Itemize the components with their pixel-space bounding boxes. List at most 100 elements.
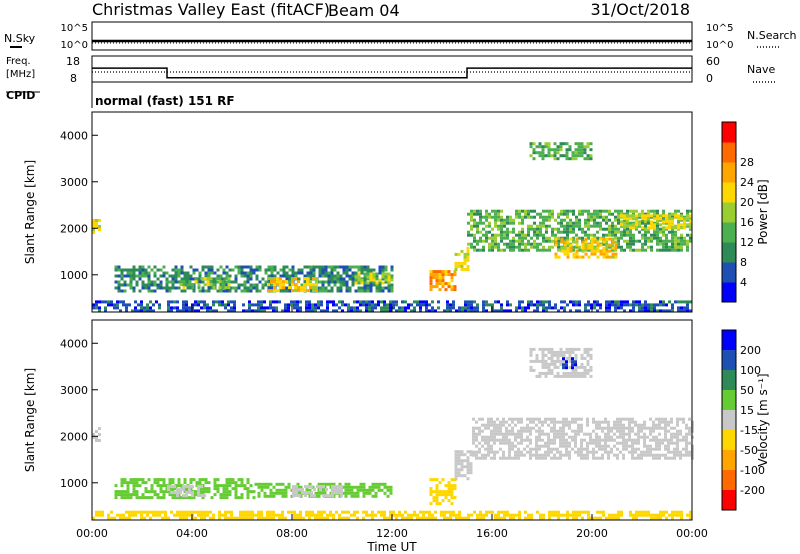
- heatmap-cell: [571, 360, 574, 364]
- heatmap-cell: [502, 450, 505, 454]
- heatmap-cell: [473, 212, 476, 216]
- heatmap-cell: [497, 513, 500, 517]
- heatmap-cell: [191, 494, 194, 498]
- heatmap-cell: [656, 224, 659, 228]
- heatmap-cell: [155, 300, 158, 304]
- heatmap-cell: [512, 236, 515, 240]
- heatmap-cell: [144, 496, 148, 500]
- heatmap-cell: [635, 248, 638, 252]
- heatmap-cell: [384, 268, 388, 272]
- heatmap-cell: [246, 481, 250, 485]
- heatmap-cell: [478, 441, 481, 445]
- heatmap-cell: [275, 488, 279, 492]
- heatmap-cell: [310, 485, 313, 489]
- heatmap-cell: [470, 303, 473, 307]
- heatmap-cell: [644, 217, 647, 221]
- heatmap-cell: [473, 233, 476, 237]
- heatmap-cell: [649, 432, 652, 436]
- heatmap-cell: [249, 490, 253, 494]
- heatmap-cell: [327, 271, 331, 275]
- heatmap-cell: [673, 441, 676, 445]
- heatmap-cell: [523, 438, 526, 442]
- heatmap-cell: [230, 309, 233, 313]
- heatmap-cell: [215, 309, 218, 313]
- heatmap-cell: [602, 242, 605, 246]
- heatmap-cell: [647, 212, 650, 216]
- heatmap-cell: [626, 224, 629, 228]
- heatmap-cell: [475, 420, 478, 424]
- heatmap-cell: [210, 265, 214, 269]
- heatmap-cell: [481, 429, 484, 433]
- heatmap-cell: [390, 275, 394, 279]
- heatmap-cell: [258, 289, 262, 293]
- heatmap-cell: [644, 214, 647, 218]
- heatmap-cell: [243, 280, 247, 284]
- heatmap-cell: [674, 513, 677, 517]
- heatmap-cell: [560, 212, 563, 216]
- heatmap-cell: [237, 271, 241, 275]
- heatmap-cell: [179, 516, 182, 520]
- heatmap-cell: [245, 510, 248, 514]
- heatmap-cell: [568, 423, 571, 427]
- heatmap-cell: [318, 271, 322, 275]
- heatmap-cell: [362, 482, 366, 486]
- heatmap-cell: [614, 246, 618, 250]
- heatmap-cell: [165, 280, 169, 284]
- heatmap-cell: [511, 447, 514, 451]
- heatmap-cell: [638, 248, 641, 252]
- heatmap-cell: [547, 435, 550, 439]
- heatmap-cell: [472, 435, 475, 439]
- heatmap-cell: [92, 433, 95, 436]
- heatmap-cell: [565, 356, 569, 360]
- heatmap-cell: [641, 212, 644, 216]
- heatmap-cell: [610, 438, 613, 442]
- heatmap-cell: [282, 268, 286, 272]
- heatmap-cell: [203, 510, 206, 514]
- heatmap-cell: [203, 494, 206, 498]
- heatmap-cell: [598, 435, 601, 439]
- heatmap-cell: [454, 252, 458, 256]
- heatmap-cell: [243, 274, 247, 278]
- heatmap-cell: [557, 236, 560, 240]
- heatmap-cell: [469, 471, 473, 475]
- heatmap-cell: [454, 261, 458, 265]
- heatmap-cell: [177, 274, 181, 278]
- heatmap-cell: [503, 230, 506, 234]
- heatmap-cell: [147, 283, 151, 287]
- heatmap-cell: [341, 309, 344, 313]
- heatmap-cell: [589, 353, 593, 357]
- heatmap-cell: [435, 487, 439, 491]
- heatmap-cell: [482, 233, 485, 237]
- heatmap-cell: [213, 493, 217, 497]
- heatmap-cell: [529, 353, 533, 357]
- heatmap-cell: [673, 426, 676, 430]
- heatmap-cell: [554, 237, 558, 241]
- heatmap-cell: [578, 221, 581, 225]
- heatmap-cell: [143, 516, 146, 520]
- heatmap-cell: [623, 300, 626, 304]
- heatmap-cell: [680, 242, 683, 246]
- heatmap-cell: [273, 277, 276, 281]
- heatmap-cell: [628, 432, 631, 436]
- heatmap-cell: [225, 283, 229, 287]
- heatmap-cell: [203, 513, 206, 517]
- heatmap-cell: [470, 218, 473, 222]
- heatmap-cell: [589, 347, 593, 351]
- heatmap-cell: [550, 148, 554, 152]
- heatmap-cell: [653, 221, 656, 225]
- heatmap-cell: [580, 444, 583, 448]
- heatmap-cell: [686, 212, 689, 216]
- heatmap-cell: [548, 209, 551, 213]
- heatmap-cell: [494, 215, 497, 219]
- heatmap-cell: [228, 484, 232, 488]
- heatmap-cell: [266, 513, 269, 517]
- heatmap-cell: [583, 438, 586, 442]
- heatmap-cell: [140, 516, 143, 520]
- heatmap-cell: [529, 350, 533, 354]
- heatmap-cell: [644, 303, 647, 307]
- heatmap-cell: [590, 240, 594, 244]
- heatmap-cell: [641, 245, 644, 249]
- heatmap-cell: [295, 494, 298, 498]
- heatmap-cell: [631, 450, 634, 454]
- heatmap-cell: [293, 303, 296, 307]
